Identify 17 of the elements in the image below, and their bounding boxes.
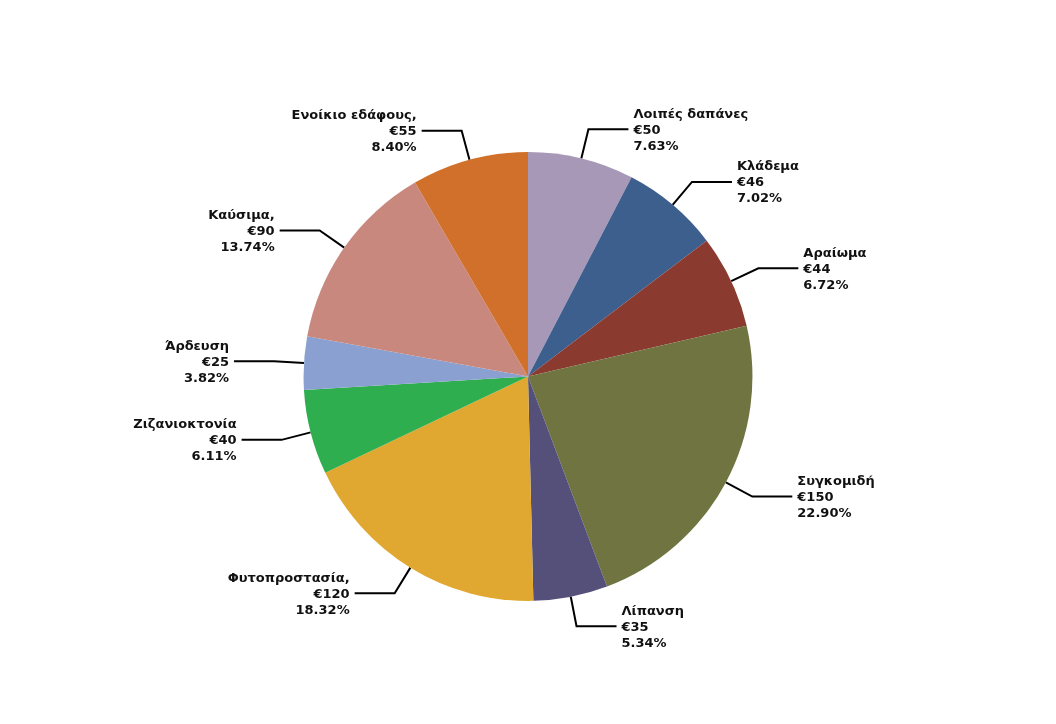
slice-label: Λοιπές δαπάνες [633,105,749,121]
slice-label: Ενοίκιο εδάφους, €55 8.40% [291,107,417,155]
data-label: €25 3.82% [183,353,230,385]
data-label: €46 7.02% [735,174,783,206]
data-label: €40 6.11% [191,432,237,464]
slice-label: Καύσιμα, €90 13.74% [208,206,275,254]
data-label: €50 7.63% [632,121,679,153]
slice-label: Κλάδεμα [736,158,799,174]
slice-label: Λίπανση [621,602,685,618]
data-label: €44 6.72% [802,260,849,292]
data-label: €35 5.34% [620,618,667,650]
slice-label: Συγκομιδή [797,473,875,489]
slice-label: Άρδευση [165,337,230,353]
slice-label: Αραίωμα [803,244,867,260]
slice-label: Ζιζανιοκτονία [133,416,237,432]
slice-label: Φυτοπροστασία, €120 18.32% [227,569,350,617]
data-label: €150 22.90% [796,489,852,521]
